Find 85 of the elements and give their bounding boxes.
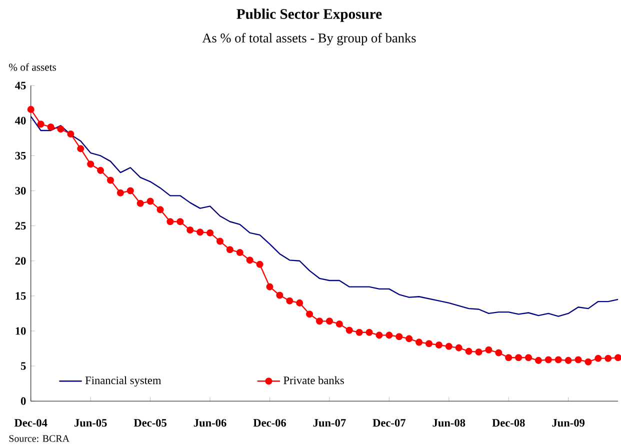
x-tick-label: Jun-08 xyxy=(432,419,466,427)
point xyxy=(166,218,174,226)
point xyxy=(116,189,124,196)
chart-subtitle: As % of total assets - By group of banks xyxy=(202,33,416,46)
x-tick-label: Dec-08 xyxy=(492,419,525,427)
point xyxy=(515,354,522,362)
y-tick-label: 20 xyxy=(15,257,26,265)
point xyxy=(505,354,512,362)
point xyxy=(37,120,44,128)
point xyxy=(226,246,234,254)
point xyxy=(445,342,452,350)
point xyxy=(216,238,224,245)
point xyxy=(266,283,274,290)
x-tick-label: Dec-07 xyxy=(372,419,406,427)
x-tick-label: Dec-06 xyxy=(253,419,286,427)
point xyxy=(326,318,333,325)
point xyxy=(465,348,472,355)
point xyxy=(77,145,84,152)
point xyxy=(136,200,144,207)
point xyxy=(366,328,373,336)
point xyxy=(146,198,154,205)
point xyxy=(475,348,482,356)
point xyxy=(256,260,264,268)
point xyxy=(106,176,114,184)
point xyxy=(186,226,194,234)
point xyxy=(156,206,164,214)
point xyxy=(406,335,413,342)
point xyxy=(396,333,403,340)
point xyxy=(296,299,304,307)
point xyxy=(306,310,314,318)
point xyxy=(485,346,492,354)
point xyxy=(336,320,343,328)
x-tick-label: Dec-04 xyxy=(14,419,48,427)
point xyxy=(594,354,602,362)
point xyxy=(524,354,532,362)
legend-label: Financial system xyxy=(85,376,162,387)
x-tick-label: Jun-09 xyxy=(552,419,585,427)
y-tick-label: 35 xyxy=(15,152,26,160)
y-axis-title: % of assets xyxy=(9,63,56,71)
point xyxy=(246,256,254,264)
point xyxy=(346,326,353,334)
point xyxy=(206,229,214,236)
point xyxy=(416,338,423,346)
point xyxy=(27,106,34,114)
source-note: Source: BCRA xyxy=(9,435,70,442)
point xyxy=(176,218,184,226)
y-tick-label: 45 xyxy=(15,82,26,90)
point xyxy=(87,160,94,168)
y-tick-label: 30 xyxy=(15,187,26,195)
point xyxy=(574,356,582,364)
point xyxy=(356,328,363,336)
point xyxy=(564,356,572,364)
point xyxy=(604,354,612,362)
point xyxy=(67,130,74,138)
y-tick-label: 40 xyxy=(15,116,26,125)
point xyxy=(276,292,284,299)
chart-title: Public Sector Exposure xyxy=(236,8,382,22)
point xyxy=(97,166,104,174)
y-tick-label: 0 xyxy=(20,397,26,405)
y-tick-label: 25 xyxy=(15,222,26,230)
point xyxy=(386,332,393,339)
point xyxy=(554,356,562,364)
x-tick-label: Jun-06 xyxy=(194,419,226,427)
point xyxy=(196,228,204,236)
point xyxy=(376,332,383,339)
point xyxy=(584,358,592,366)
point xyxy=(455,344,462,352)
point xyxy=(495,349,502,356)
y-tick-label: 15 xyxy=(16,292,26,300)
y-tick-label: 5 xyxy=(20,362,26,370)
point xyxy=(425,340,432,348)
point xyxy=(47,124,54,131)
point xyxy=(286,297,294,304)
point xyxy=(534,356,542,364)
point xyxy=(57,126,64,133)
point xyxy=(126,187,134,194)
y-tick-label: 10 xyxy=(16,327,26,335)
x-tick-label: Dec-05 xyxy=(134,419,166,427)
x-tick-label: Jun-07 xyxy=(313,419,346,427)
point xyxy=(435,342,442,349)
point xyxy=(236,249,244,256)
legend-label: Private banks xyxy=(284,376,344,384)
x-tick-label: Jun-05 xyxy=(74,419,107,427)
point xyxy=(316,318,324,325)
point xyxy=(544,356,552,364)
